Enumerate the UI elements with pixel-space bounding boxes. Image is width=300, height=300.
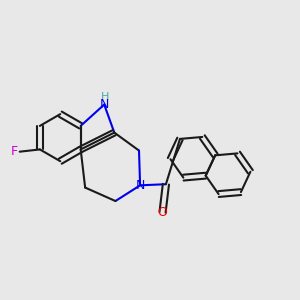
Text: N: N — [135, 179, 145, 192]
Text: O: O — [158, 206, 167, 219]
Text: N: N — [100, 98, 109, 111]
Text: H: H — [101, 92, 110, 102]
Text: F: F — [11, 145, 18, 158]
